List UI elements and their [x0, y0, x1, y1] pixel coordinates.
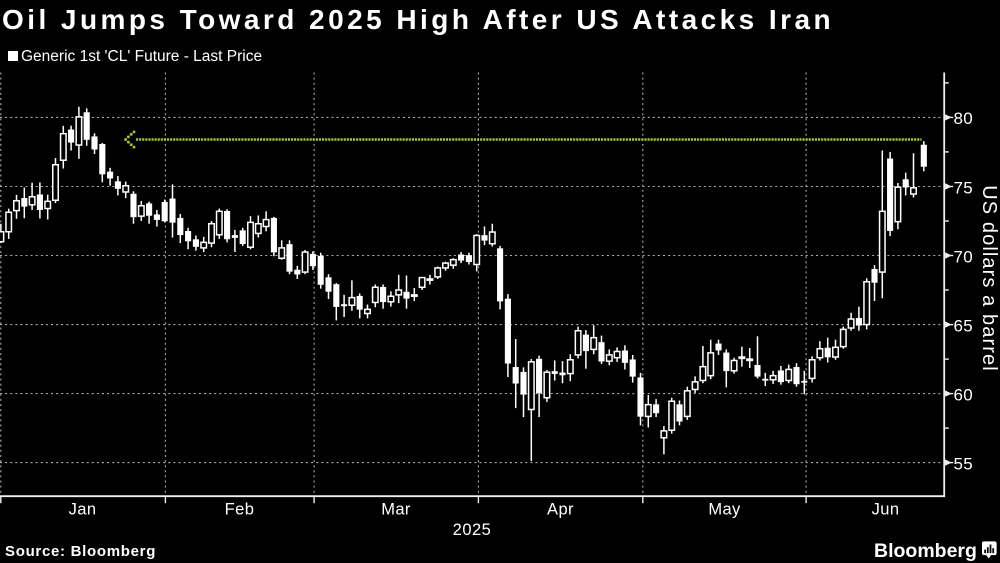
svg-text:80: 80: [954, 109, 974, 128]
svg-text:75: 75: [954, 178, 974, 197]
svg-text:Apr: Apr: [547, 500, 574, 518]
svg-text:55: 55: [954, 454, 974, 473]
svg-text:Mar: Mar: [381, 500, 411, 518]
svg-text:2025: 2025: [453, 521, 492, 539]
svg-text:65: 65: [954, 316, 974, 335]
svg-text:Jun: Jun: [872, 500, 900, 518]
svg-text:60: 60: [954, 385, 974, 404]
svg-text:US dollars a barrel: US dollars a barrel: [978, 185, 1000, 372]
svg-text:Jan: Jan: [69, 500, 97, 518]
svg-text:May: May: [708, 500, 741, 518]
svg-text:Feb: Feb: [225, 500, 255, 518]
svg-text:70: 70: [954, 247, 974, 266]
